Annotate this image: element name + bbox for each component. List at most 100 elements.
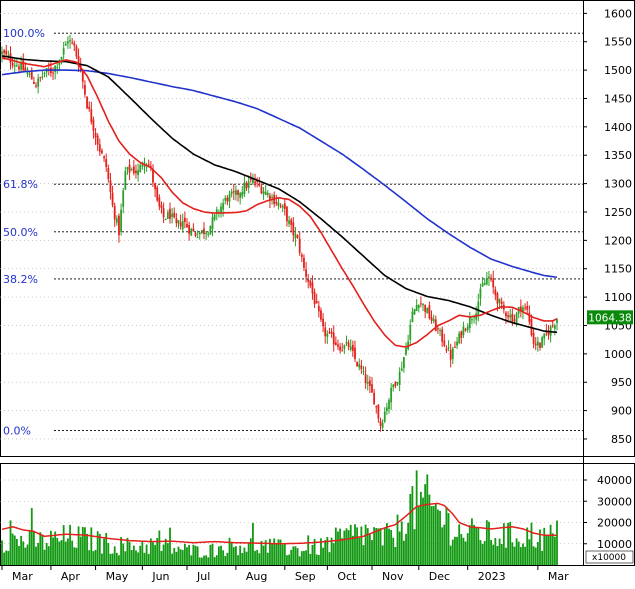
- volume-bar: [177, 546, 180, 565]
- volume-bar: [402, 540, 405, 565]
- price-tick-label: 1300: [604, 178, 632, 191]
- volume-bar: [383, 527, 386, 565]
- candle-body: [328, 332, 331, 334]
- candle-body: [364, 374, 367, 384]
- candle-body: [41, 76, 44, 78]
- volume-bar: [139, 545, 142, 565]
- candle-body: [424, 305, 427, 312]
- volume-bar: [254, 550, 256, 565]
- candle-body: [5, 50, 8, 55]
- volume-bar: [52, 537, 54, 565]
- volume-bar: [164, 538, 167, 565]
- volume-bar: [473, 524, 475, 565]
- volume-bar: [515, 538, 518, 565]
- candle-body: [260, 186, 263, 194]
- volume-bar: [364, 524, 367, 565]
- candle-body: [337, 344, 339, 347]
- candle-body: [277, 202, 280, 206]
- candle-body: [441, 329, 444, 342]
- candle-body: [286, 206, 288, 222]
- candle-body: [118, 215, 120, 236]
- volume-unit-label: x10000: [592, 553, 626, 563]
- volume-bar: [326, 536, 329, 565]
- volume-bar: [330, 537, 333, 565]
- volume-bar: [262, 545, 265, 565]
- volume-bar: [490, 539, 492, 565]
- candle-body: [75, 46, 78, 57]
- volume-bar: [451, 539, 454, 565]
- volume-bar: [217, 546, 220, 565]
- candle-body: [198, 232, 201, 235]
- volume-bar: [424, 484, 427, 565]
- volume-bar: [439, 510, 441, 565]
- candle-body: [381, 423, 384, 428]
- candle-body: [243, 182, 246, 194]
- volume-bar: [41, 534, 44, 565]
- volume-bar: [35, 546, 37, 565]
- x-tick-label: Mar: [12, 570, 33, 583]
- candle-body: [73, 43, 76, 46]
- volume-bar: [522, 543, 524, 565]
- candle-body: [541, 337, 544, 348]
- volume-bar: [332, 543, 335, 565]
- candle-body: [13, 65, 16, 67]
- volume-bar: [509, 521, 512, 565]
- candle-body: [109, 180, 112, 193]
- candle-body: [132, 166, 135, 174]
- candle-body: [232, 191, 235, 193]
- candle-body: [347, 342, 350, 347]
- volume-bar: [500, 544, 503, 565]
- volume-bar: [220, 545, 222, 565]
- volume-bar: [347, 530, 350, 565]
- candle-body: [215, 209, 218, 213]
- candle-body: [524, 307, 527, 309]
- candle-body: [341, 350, 344, 352]
- candle-body: [24, 67, 27, 72]
- x-tick-label: 2023: [478, 570, 506, 583]
- volume-bar: [334, 527, 337, 565]
- volume-bar: [462, 537, 465, 565]
- volume-bar: [415, 470, 418, 565]
- x-tick-label: Apr: [61, 570, 81, 583]
- volume-bar: [502, 523, 505, 565]
- candle-body: [320, 310, 322, 320]
- x-axis: Mar Apr May Jun Jul Aug Sep Oct Nov Dec 2023 Mar: [0, 565, 635, 583]
- volume-bar: [224, 555, 227, 565]
- volume-bar: [152, 542, 154, 565]
- moving-average-mid: [1, 55, 558, 334]
- volume-bar: [519, 547, 522, 565]
- candle-body: [228, 193, 231, 202]
- candle-body: [262, 191, 265, 194]
- candle-body: [39, 76, 42, 78]
- candle-body: [71, 42, 74, 44]
- volume-bar: [311, 544, 314, 565]
- candle-body: [383, 411, 386, 422]
- candle-body: [241, 191, 244, 197]
- price-tick-label: 1600: [604, 7, 632, 20]
- volume-bar: [205, 555, 208, 565]
- volume-bar: [45, 542, 48, 565]
- candle-body: [69, 39, 71, 42]
- candle-body: [115, 218, 118, 223]
- volume-bar: [158, 530, 161, 565]
- candle-body: [188, 225, 191, 234]
- volume-bar: [300, 551, 303, 565]
- volume-bar: [479, 540, 482, 565]
- candle-body: [300, 254, 303, 258]
- candle-body: [368, 380, 371, 386]
- volume-bar: [149, 538, 152, 565]
- candle-body: [460, 331, 463, 338]
- candle-body: [283, 203, 286, 209]
- candle-body: [532, 333, 535, 344]
- candle-body: [177, 220, 180, 224]
- volume-bar: [466, 533, 469, 565]
- volume-bar: [143, 552, 146, 565]
- candle-body: [462, 326, 465, 335]
- volume-bar: [460, 534, 463, 565]
- volume-bar: [526, 527, 529, 565]
- volume-bar: [37, 542, 40, 565]
- volume-bar: [239, 545, 242, 565]
- volume-bar: [175, 551, 178, 565]
- candle-body: [15, 65, 18, 67]
